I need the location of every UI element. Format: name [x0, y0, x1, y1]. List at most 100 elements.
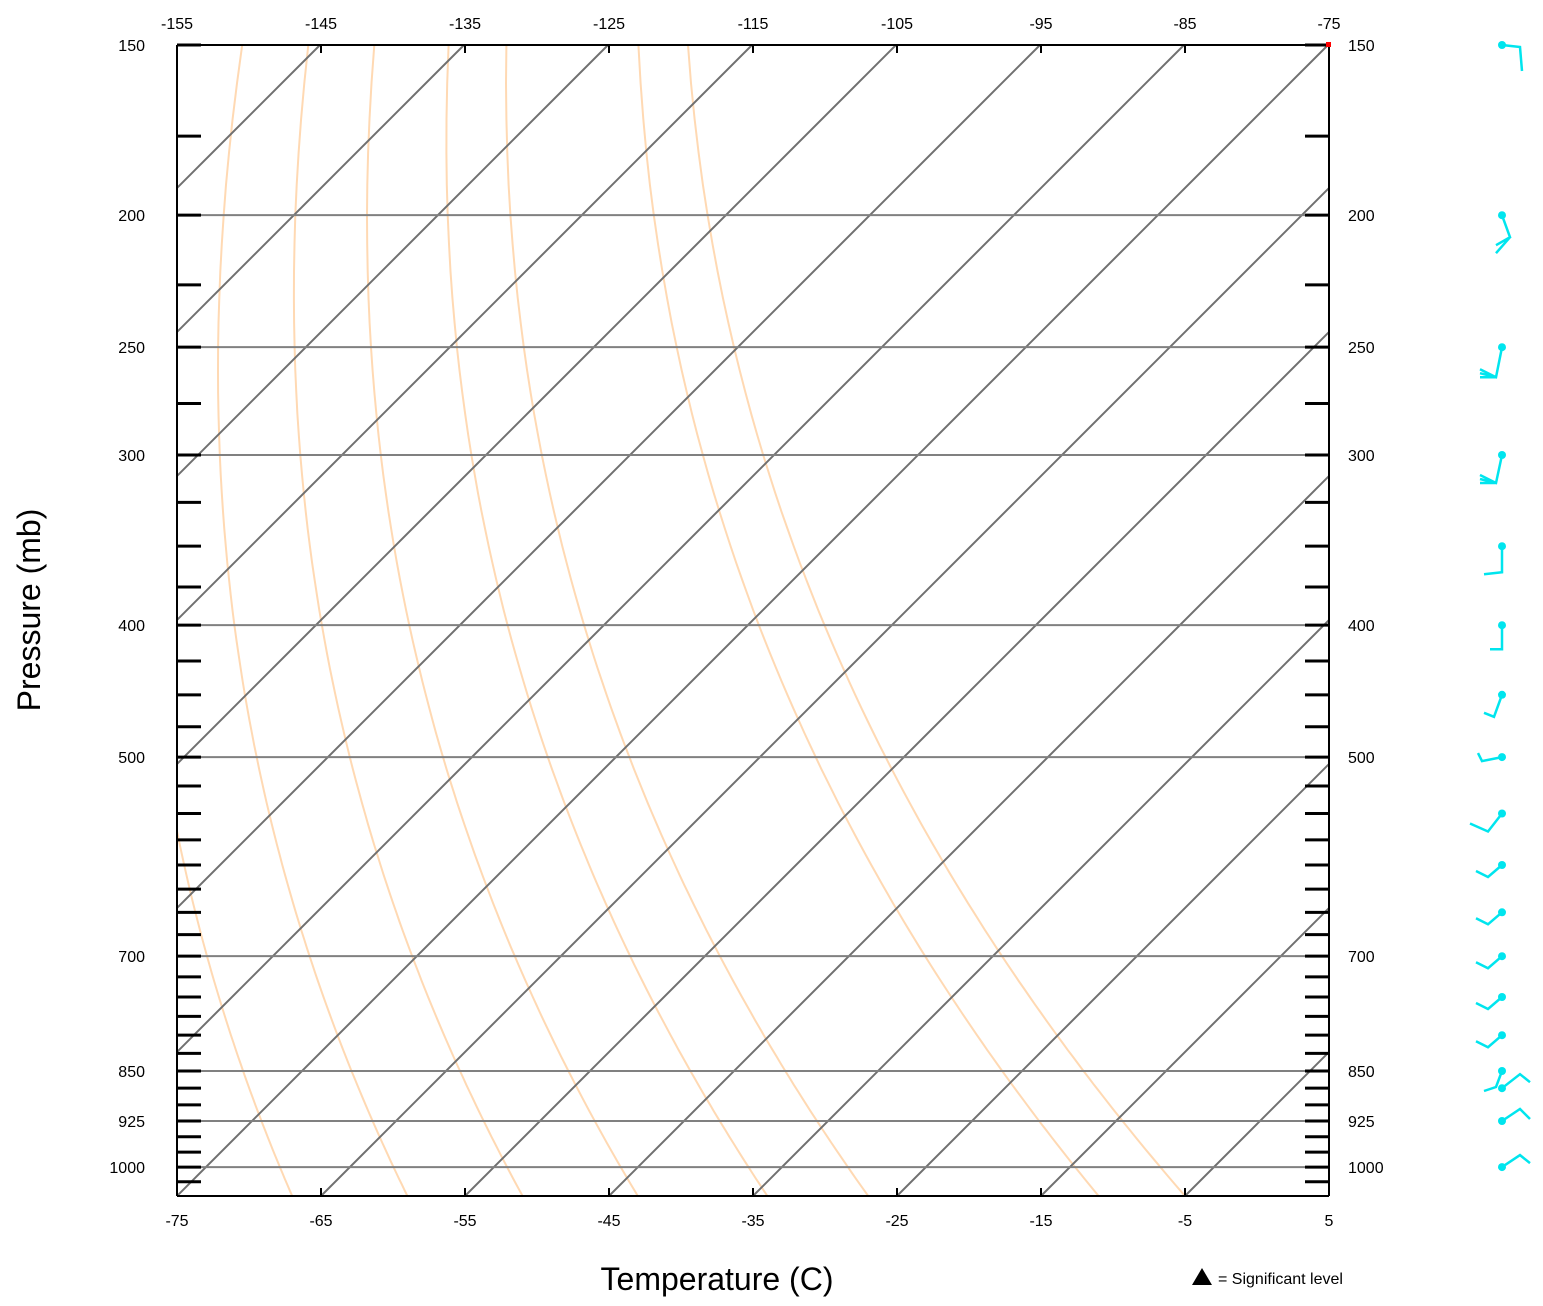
isotherm-line [177, 45, 1041, 910]
wind-barb-dot [1498, 993, 1506, 1001]
pressure-label-right: 850 [1348, 1064, 1375, 1081]
pressure-tick-labels: 150 150 200 200 250 250 300 300 400 400 500 500 700 7… [109, 38, 1383, 1177]
isotherm-line [177, 45, 753, 622]
wind-barb-staff [1501, 43, 1524, 72]
top-tick-label: -135 [449, 16, 481, 33]
isotherm-line [752, 618, 1329, 1196]
pressure-label-right: 700 [1348, 949, 1375, 966]
top-tick-label: -105 [881, 16, 913, 33]
wind-barb-dot [1498, 211, 1506, 220]
wind-barb-staff [1479, 346, 1504, 379]
wind-barb-dot [1498, 621, 1506, 630]
top-tick-label: -125 [593, 16, 625, 33]
isotherm-line [177, 45, 1185, 1054]
wind-barb [1483, 542, 1506, 576]
pressure-label-left: 925 [118, 1114, 145, 1131]
wind-barb-staff [1475, 911, 1503, 926]
wind-barb-staff [1469, 812, 1503, 834]
pressure-label-right: 500 [1348, 750, 1375, 767]
wind-barb-staff [1479, 454, 1504, 485]
pressure-label-right: 1000 [1348, 1160, 1384, 1177]
wind-barbs [1469, 41, 1531, 1172]
isotherm-line [608, 474, 1329, 1196]
y-axis-title: Pressure (mb) [11, 509, 47, 712]
wind-barb-dot [1498, 1031, 1506, 1040]
wind-barb [1498, 41, 1524, 72]
wind-barb [1475, 952, 1506, 970]
wind-barb-staff [1483, 546, 1504, 576]
pressure-label-left: 300 [118, 448, 145, 465]
pressure-label-left: 500 [118, 750, 145, 767]
isobar-lines [177, 44, 1329, 1169]
dry-adiabat-line [504, 45, 870, 1196]
bottom-tick-label: -65 [309, 1213, 332, 1230]
wind-barb [1498, 1072, 1531, 1093]
wind-barb-dot [1498, 542, 1506, 551]
wind-barb [1469, 809, 1506, 834]
pressure-label-right: 925 [1348, 1114, 1375, 1131]
wind-barb-dot [1498, 809, 1506, 818]
wind-barb [1495, 211, 1512, 255]
top-tick-label: -85 [1173, 16, 1196, 33]
top-tick-label: -115 [738, 16, 769, 33]
top-tick-label: -155 [161, 16, 193, 33]
pressure-label-left: 250 [118, 340, 145, 357]
wind-barb [1475, 908, 1506, 926]
bottom-tick-label: -5 [1178, 1213, 1192, 1230]
wind-barb [1475, 1031, 1506, 1049]
isotherm-line [1040, 906, 1329, 1196]
wind-barb-dot [1498, 41, 1506, 49]
corner-marker [1326, 42, 1331, 47]
wind-barb [1483, 690, 1506, 719]
bottom-tick-label: -55 [453, 1213, 476, 1230]
wind-barb-dot [1498, 1163, 1506, 1172]
wind-barb-dot [1498, 1067, 1506, 1075]
plot-frame [176, 44, 1330, 1197]
wind-barb-dot [1498, 753, 1506, 762]
pressure-ticks [177, 43, 1329, 1184]
pressure-label-left: 400 [118, 618, 145, 635]
bottom-tick-label: -45 [597, 1213, 620, 1230]
dry-adiabat-line [177, 45, 294, 1196]
isotherm-line [320, 186, 1329, 1196]
wind-barb [1498, 1153, 1531, 1172]
wind-barb-staff [1501, 1153, 1531, 1169]
bottom-tick-label: -25 [885, 1213, 908, 1230]
significant-level-triangle-icon [1192, 1268, 1212, 1285]
pressure-label-right: 250 [1348, 340, 1375, 357]
wind-barb-dot [1498, 451, 1506, 459]
wind-barb [1475, 861, 1506, 879]
top-tick-label: -145 [305, 16, 337, 33]
pressure-label-right: 150 [1348, 38, 1375, 55]
isotherm-line [464, 330, 1329, 1196]
pressure-label-left: 200 [118, 208, 145, 225]
pressure-label-right: 300 [1348, 448, 1375, 465]
isotherm-line [896, 762, 1329, 1196]
bottom-tick-label: -75 [165, 1213, 188, 1230]
isotherm-lines [177, 45, 1329, 1196]
dry-adiabat-line [365, 45, 639, 1196]
wind-barb-staff [1476, 752, 1503, 763]
dry-adiabat-line [216, 45, 409, 1196]
wind-barb-staff [1475, 1034, 1503, 1049]
pressure-label-left: 700 [118, 949, 145, 966]
wind-barb [1483, 1067, 1506, 1093]
pressure-label-left: 150 [118, 38, 145, 55]
isotherm-line [177, 45, 321, 190]
legend-label: = Significant level [1218, 1271, 1343, 1288]
wind-barb [1479, 343, 1506, 379]
x-axis-title: Temperature (C) [601, 1261, 834, 1297]
wind-barb-staff [1501, 1107, 1531, 1123]
wind-barb-staff [1475, 864, 1503, 879]
isotherm-line [177, 45, 1329, 1196]
wind-barb-staff [1495, 214, 1512, 255]
wind-barb-staff [1483, 1070, 1504, 1093]
bottom-tick-label: -35 [741, 1213, 764, 1230]
wind-barb-dot [1498, 908, 1506, 917]
dry-adiabat-lines [177, 45, 1186, 1196]
bottom-tick-label: -15 [1029, 1213, 1052, 1230]
wind-barb [1475, 993, 1506, 1011]
pressure-label-left: 850 [118, 1064, 145, 1081]
bottom-tick-label: 5 [1325, 1213, 1334, 1230]
